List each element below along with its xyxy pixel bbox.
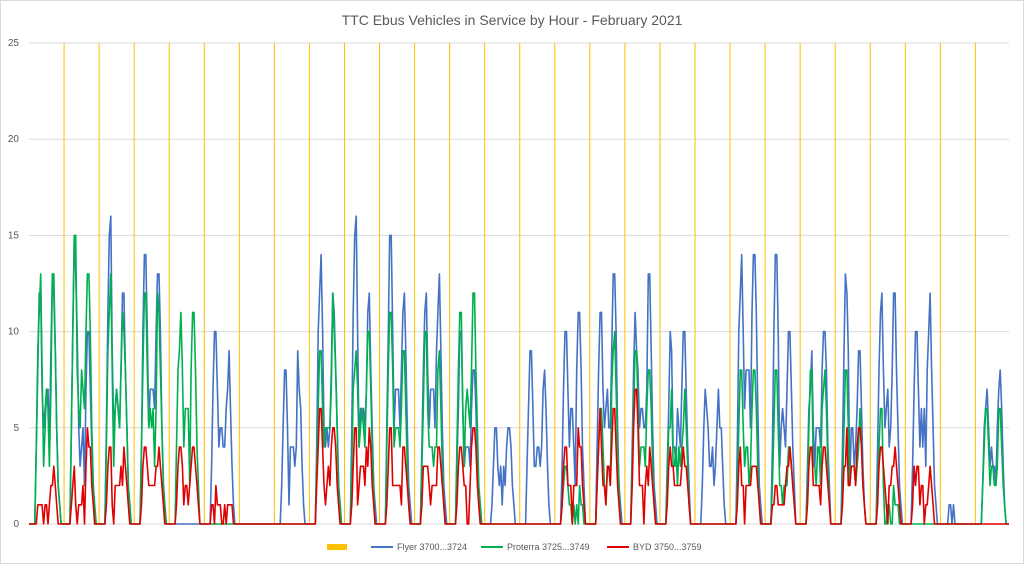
legend-swatch [327, 544, 347, 550]
legend: Flyer 3700...3724 Proterra 3725...3749 BYD… [327, 542, 702, 552]
y-tick-label: 25 [8, 38, 20, 49]
legend-label: Flyer 3700...3724 [397, 542, 467, 552]
legend-label: BYD 3750...3759 [633, 542, 702, 552]
y-tick-label: 5 [13, 423, 19, 434]
series-line [29, 388, 1009, 525]
legend-label: Proterra 3725...3749 [507, 542, 590, 552]
y-axis-ticks: 0 5 10 15 20 25 [8, 38, 20, 530]
chart-title: TTC Ebus Vehicles in Service by Hour - F… [342, 12, 683, 28]
y-tick-label: 20 [8, 134, 20, 145]
y-tick-label: 0 [13, 519, 19, 530]
series-layer [29, 215, 1009, 525]
y-tick-label: 10 [8, 327, 20, 338]
y-tick-label: 15 [8, 230, 20, 241]
day-markers [63, 43, 976, 524]
